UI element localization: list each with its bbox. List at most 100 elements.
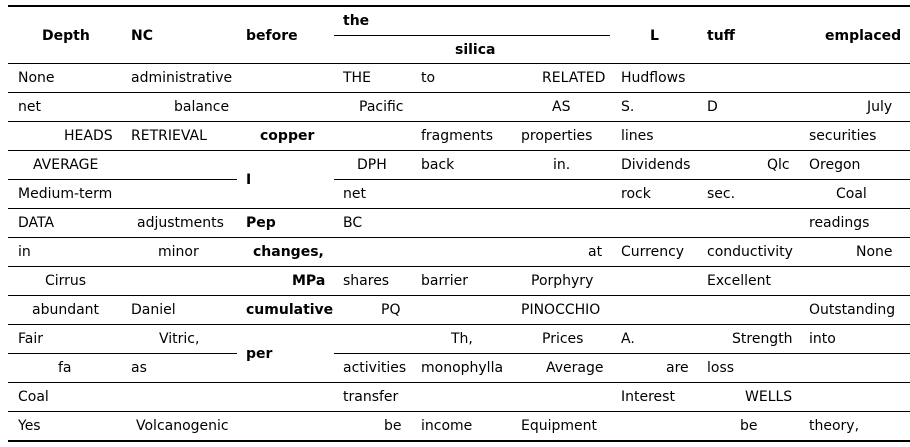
row-rule (8, 266, 910, 267)
table-cell: PINOCCHIO (521, 302, 601, 318)
table-cell: balance (174, 99, 230, 115)
table-cell: theory, (809, 418, 860, 434)
table-cell: Average (546, 360, 604, 376)
header-cell-before: before (246, 28, 298, 44)
row-rule (8, 179, 237, 180)
table-cell: cumulative (246, 302, 334, 318)
table-cell: monophylla (421, 360, 504, 376)
row-rule (8, 295, 910, 296)
table-cell: rock (621, 186, 651, 202)
table-bottom-rule (8, 440, 910, 442)
table-cell: to (421, 70, 436, 86)
table-cell: Strength (732, 331, 793, 347)
table-cell: AS (552, 99, 571, 115)
table-cell: activities (343, 360, 407, 376)
header-cell-tuff: tuff (707, 28, 735, 44)
table-cell: net (343, 186, 366, 202)
table-cell: adjustments (137, 215, 224, 231)
table-cell: S. (621, 99, 635, 115)
table-cell: Coal (18, 389, 49, 405)
table-cell: Pacific (359, 99, 404, 115)
table-cell: as (131, 360, 147, 376)
table-cell: RETRIEVAL (131, 128, 207, 144)
table-cell: conductivity (707, 244, 793, 260)
table-cell: barrier (421, 273, 468, 289)
row-rule (8, 353, 237, 354)
row-rule (8, 382, 910, 383)
row-rule (8, 150, 910, 151)
header-cell-silica: silica (455, 42, 496, 58)
table-cell: Interest (621, 389, 675, 405)
table-cell: AVERAGE (33, 157, 99, 173)
table-cell: in (18, 244, 31, 260)
table-cell: BC (343, 215, 363, 231)
table-cell: None (856, 244, 893, 260)
table-top-rule (8, 5, 910, 7)
table-cell: July (867, 99, 893, 115)
table-cell: lines (621, 128, 654, 144)
header-bottom-rule (8, 63, 910, 64)
table-cell: DATA (18, 215, 55, 231)
table-cell: Excellent (707, 273, 771, 289)
table-cell: Outstanding (809, 302, 896, 318)
table-cell: properties (521, 128, 593, 144)
table-cell: Oregon (809, 157, 861, 173)
table-cell: minor (158, 244, 199, 260)
table-cell: D (707, 99, 718, 115)
table-cell: Pep (246, 215, 276, 231)
table-cell: transfer (343, 389, 399, 405)
table-cell: Coal (836, 186, 867, 202)
header-cell-l: L (650, 28, 659, 44)
table-cell: Dividends (621, 157, 691, 173)
table-cell: DPH (357, 157, 387, 173)
row-rule (8, 208, 910, 209)
table-cell: A. (621, 331, 635, 347)
table-cell: Vitric, (159, 331, 200, 347)
header-cell-nc: NC (131, 28, 153, 44)
table-cell: back (421, 157, 455, 173)
merged-cell: I (246, 172, 252, 188)
table-cell: readings (809, 215, 870, 231)
header-cell-depth: Depth (42, 28, 90, 44)
table-cell: THE (343, 70, 371, 86)
table-cell: Porphyry (531, 273, 594, 289)
table-cell: in. (553, 157, 571, 173)
row-rule (334, 353, 910, 354)
table-cell: None (18, 70, 55, 86)
table-cell: fragments (421, 128, 494, 144)
table-cell: RELATED (542, 70, 606, 86)
table-cell: Daniel (131, 302, 176, 318)
table-cell: Cirrus (45, 273, 87, 289)
table-cell: Hudflows (621, 70, 686, 86)
row-rule (8, 92, 910, 93)
table-cell: sec. (707, 186, 736, 202)
row-rule (334, 179, 910, 180)
table-cell: shares (343, 273, 390, 289)
table-cell: Yes (18, 418, 41, 434)
table-cell: Volcanogenic (136, 418, 229, 434)
row-rule (8, 121, 910, 122)
table-cell: Th, (451, 331, 473, 347)
table-cell: are (666, 360, 689, 376)
table-cell: abundant (32, 302, 100, 318)
table-cell: Currency (621, 244, 685, 260)
table-cell: Qlc (767, 157, 790, 173)
row-rule (8, 237, 910, 238)
table-cell: loss (707, 360, 735, 376)
table-cell: at (588, 244, 603, 260)
row-rule (8, 411, 910, 412)
table-cell: copper (260, 128, 315, 144)
table-cell: income (421, 418, 473, 434)
table-cell: be (740, 418, 758, 434)
merged-cell: per (246, 346, 273, 362)
header-cell-emplaced: emplaced (825, 28, 902, 44)
header-cell-the: the (343, 13, 370, 29)
header-subrule (334, 35, 610, 36)
table-cell: Medium-term (18, 186, 113, 202)
table-cell: PQ (381, 302, 401, 318)
table-cell: Equipment (521, 418, 597, 434)
row-rule (8, 324, 910, 325)
table-cell: fa (58, 360, 72, 376)
table-cell: changes, (253, 244, 324, 260)
